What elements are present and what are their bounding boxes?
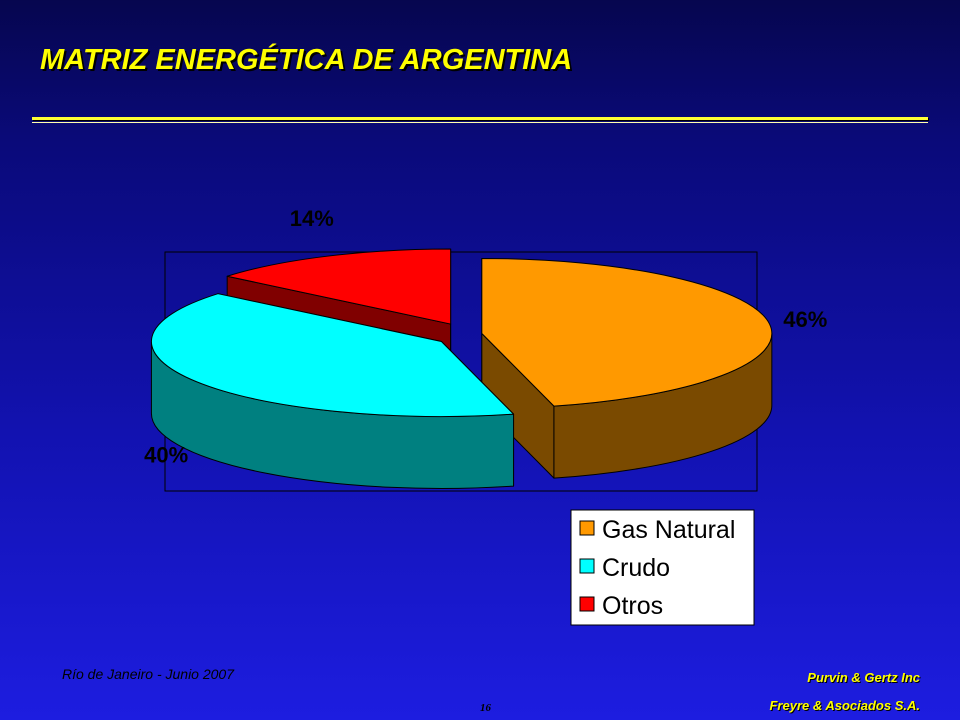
footer-location-date: Río de Janeiro - Junio 2007 [62, 666, 234, 682]
legend-label-otros: Otros [602, 592, 663, 620]
legend-swatch-gas-natural [579, 520, 595, 536]
data-label-gas-natural: 46% [783, 307, 827, 332]
title-underline-thin [32, 122, 928, 123]
data-label-otros: 14% [290, 206, 334, 231]
data-label-crudo: 40% [144, 443, 188, 468]
legend-label-gas-natural: Gas Natural [602, 516, 735, 544]
title-underline [32, 117, 928, 120]
footer-company-2: Freyre & Asociados S.A. [769, 698, 920, 713]
slice-top [150, 293, 515, 417]
slide-title: MATRIZ ENERGÉTICA DE ARGENTINA [40, 44, 573, 76]
pie-slice-crudo [150, 293, 515, 489]
legend: Gas Natural Crudo Otros [570, 509, 755, 626]
pie-slice-gas-natural [481, 257, 773, 479]
legend-box [570, 509, 755, 626]
legend-swatch-crudo [579, 558, 595, 574]
slice-top [226, 248, 452, 325]
footer-company-1: Purvin & Gertz Inc [807, 670, 920, 685]
legend-label-crudo: Crudo [602, 554, 670, 582]
legend-swatch-otros [579, 596, 595, 612]
page-number: 16 [480, 702, 491, 714]
slice-top [481, 257, 773, 407]
